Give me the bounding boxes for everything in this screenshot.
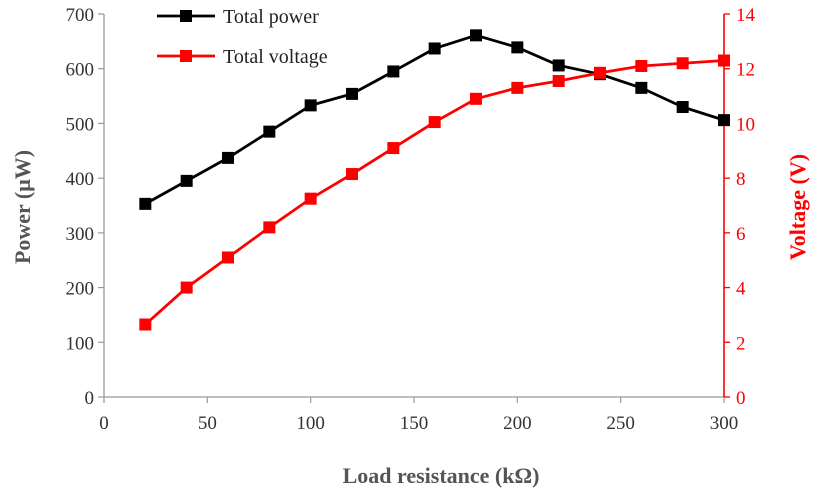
y-right-tick-label: 8: [736, 169, 746, 190]
data-point: [304, 192, 317, 205]
x-axis-title: Load resistance (kΩ): [343, 463, 540, 488]
y-left-tick-label: 0: [85, 388, 95, 409]
y-right-tick-label: 0: [736, 388, 746, 409]
y-right-tick-label: 12: [736, 60, 755, 81]
y-axis-right-title: Voltage (V): [785, 154, 810, 260]
legend-marker: [180, 10, 192, 22]
data-point: [718, 54, 730, 67]
y-right-tick-label: 10: [736, 114, 755, 135]
x-tick-label: 300: [710, 413, 739, 434]
y-left-tick-label: 700: [66, 5, 95, 26]
data-point: [470, 92, 482, 105]
data-point: [676, 101, 689, 114]
x-tick-label: 200: [503, 413, 532, 434]
data-point: [139, 197, 152, 210]
y-left-tick-label: 300: [66, 224, 95, 245]
data-point: [222, 151, 234, 164]
data-point: [511, 41, 524, 54]
x-tick-label: 150: [400, 413, 429, 434]
x-tick-label: 0: [99, 413, 109, 434]
data-point: [263, 221, 276, 234]
legend-label: Total power: [223, 6, 319, 28]
legend-marker: [180, 50, 192, 62]
y-left-tick-label: 200: [66, 279, 95, 300]
data-point: [346, 168, 358, 181]
legend-entry-1: Total power: [157, 6, 319, 28]
data-point: [470, 29, 482, 42]
data-point: [222, 251, 234, 264]
data-point: [552, 59, 565, 72]
y-right-tick-label: 2: [736, 333, 746, 354]
data-point: [428, 42, 441, 55]
series-layer: [139, 29, 730, 331]
y-left-tick-label: 400: [66, 169, 95, 190]
data-point: [428, 116, 441, 129]
data-point: [346, 87, 358, 100]
y-axis-left-title: Power (μW): [10, 150, 35, 264]
y-left-tick-label: 500: [66, 114, 95, 135]
data-point: [139, 318, 152, 331]
series-line: [144, 59, 725, 326]
data-point: [387, 65, 400, 78]
data-point: [676, 57, 689, 70]
y-right-tick-label: 6: [736, 224, 746, 245]
data-point: [718, 114, 730, 127]
data-point: [263, 125, 276, 138]
x-tick-label: 100: [296, 413, 325, 434]
y-right-tick-label: 4: [736, 279, 746, 300]
data-point: [635, 59, 648, 72]
legend-entry-2: Total voltage: [157, 46, 328, 68]
data-point: [511, 81, 524, 94]
data-point: [180, 174, 193, 187]
data-point: [635, 81, 648, 94]
legend: Total power Total voltage: [157, 6, 328, 68]
x-tick-label: 50: [198, 413, 217, 434]
x-tick-label: 250: [606, 413, 635, 434]
axes-layer: 0 50 100 150 200 250 3000100200300400500600700…: [66, 5, 756, 434]
y-left-tick-label: 100: [66, 333, 95, 354]
data-point: [387, 142, 400, 155]
data-point: [552, 75, 565, 88]
data-point: [304, 99, 317, 112]
y-right-tick-label: 14: [736, 5, 756, 26]
legend-label: Total voltage: [223, 46, 328, 68]
series-2: [139, 54, 730, 331]
data-point: [180, 281, 193, 294]
y-left-tick-label: 600: [66, 60, 95, 81]
data-point: [594, 66, 606, 79]
